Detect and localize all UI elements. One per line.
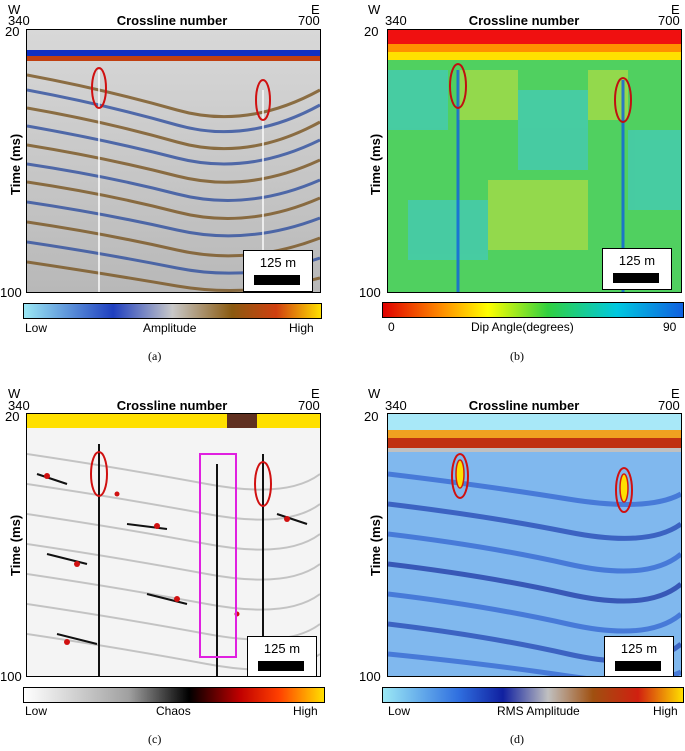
- x-start-label: 340: [8, 13, 30, 28]
- dir-east: E: [311, 386, 320, 401]
- x-axis-title: Crossline number: [468, 398, 580, 413]
- y-axis-title: Time (ms): [8, 133, 23, 195]
- anomaly-ellipse: [449, 63, 632, 123]
- colorbar-low: Low: [388, 704, 411, 718]
- y-axis-title: Time (ms): [368, 133, 383, 195]
- scale-bar: 125 m: [243, 250, 313, 292]
- panel-a: W E 340 700 Crossline number 20 100 Time…: [0, 0, 342, 375]
- colorbar-high: High: [653, 704, 678, 718]
- y-axis-title: Time (ms): [368, 514, 383, 576]
- dir-east: E: [671, 386, 680, 401]
- colorbar-title: Dip Angle(degrees): [471, 320, 574, 334]
- y-top-label: 20: [5, 24, 20, 39]
- colorbar-title: RMS Amplitude: [497, 704, 580, 718]
- caption: (d): [510, 732, 524, 746]
- x-axis-title: Crossline number: [116, 398, 228, 413]
- scale-bar: 125 m: [602, 248, 672, 290]
- y-bottom-label: 100: [0, 285, 22, 300]
- colorbar-high: 90: [663, 320, 677, 334]
- x-axis-title: Crossline number: [468, 13, 580, 28]
- dir-east: E: [671, 2, 680, 17]
- scale-bar-line: [258, 661, 304, 671]
- dir-east: E: [311, 2, 320, 17]
- anomaly-ellipse: [451, 453, 633, 513]
- y-bottom-label: 100: [0, 669, 22, 684]
- x-start-label: 340: [8, 398, 30, 413]
- scale-text: 125 m: [259, 255, 297, 270]
- colorbar-low: 0: [388, 320, 395, 334]
- scale-bar: 125 m: [247, 636, 317, 676]
- highlight-box: [199, 453, 237, 658]
- anomaly-ellipse: [90, 451, 272, 507]
- scale-bar-line: [254, 275, 300, 285]
- dir-west: W: [8, 2, 21, 17]
- y-axis-title: Time (ms): [8, 514, 23, 576]
- panel-b: W E 340 700 Crossline number 20 100 Time…: [342, 0, 684, 375]
- dir-west: W: [8, 386, 21, 401]
- x-end-label: 700: [298, 13, 320, 28]
- rms-amplitude-section: 125 m: [387, 413, 682, 677]
- x-axis-title: Crossline number: [116, 13, 228, 28]
- colorbar-low: Low: [25, 321, 48, 335]
- x-start-label: 340: [385, 13, 407, 28]
- x-end-label: 700: [298, 398, 320, 413]
- x-end-label: 700: [658, 13, 680, 28]
- dir-west: W: [368, 2, 381, 17]
- chaos-section: 125 m: [26, 413, 321, 677]
- y-bottom-label: 100: [359, 669, 381, 684]
- colorbar-rms: [382, 687, 684, 703]
- colorbar-dip: [382, 302, 684, 318]
- seismic-amplitude-section: 125 m: [26, 29, 321, 293]
- x-end-label: 700: [658, 398, 680, 413]
- colorbar-high: High: [289, 321, 314, 335]
- caption: (b): [510, 349, 524, 363]
- panel-d: W E 340 700 Crossline number 20 100 Time…: [342, 376, 684, 751]
- colorbar-title: Amplitude: [143, 321, 197, 335]
- panel-c: W E 340 700 Crossline number 20 100 Time…: [0, 376, 342, 751]
- caption: (c): [148, 732, 162, 746]
- caption: (a): [148, 349, 162, 363]
- y-top-label: 20: [364, 409, 379, 424]
- colorbar-title: Chaos: [156, 704, 191, 718]
- y-bottom-label: 100: [359, 285, 381, 300]
- scale-text: 125 m: [618, 253, 656, 268]
- colorbar-amplitude: [23, 303, 322, 319]
- colorbar-low: Low: [25, 704, 48, 718]
- scale-text: 125 m: [620, 641, 658, 656]
- scale-text: 125 m: [263, 641, 301, 656]
- x-start-label: 340: [385, 398, 407, 413]
- scale-bar-line: [613, 273, 659, 283]
- y-top-label: 20: [5, 409, 20, 424]
- y-top-label: 20: [364, 24, 379, 39]
- scale-bar: 125 m: [604, 636, 674, 676]
- scale-bar-line: [615, 661, 661, 671]
- anomaly-ellipse: [91, 67, 271, 121]
- dir-west: W: [368, 386, 381, 401]
- dip-angle-section: 125 m: [387, 29, 682, 293]
- colorbar-high: High: [293, 704, 318, 718]
- colorbar-chaos: [23, 687, 325, 703]
